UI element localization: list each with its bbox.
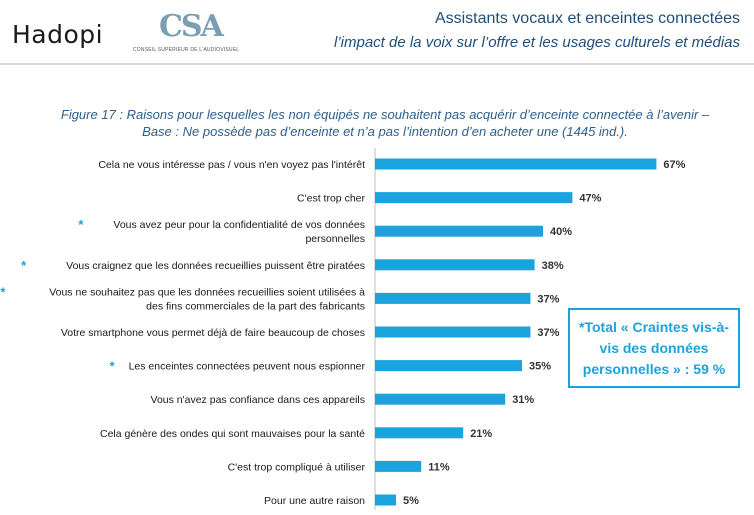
category-label: C'est trop cher bbox=[297, 193, 365, 205]
asterisk-marker: * bbox=[78, 217, 84, 232]
csa-logo-mark: CSA bbox=[159, 9, 224, 44]
data-label: 21% bbox=[470, 428, 492, 440]
category-label: Pour une autre raison bbox=[264, 495, 365, 507]
figure-title-line2: Base : Ne possède pas d’enceinte et n’a … bbox=[142, 124, 628, 139]
callout-line2: vis des données bbox=[599, 340, 709, 356]
category-label: Vous avez peur pour la confidentialité d… bbox=[113, 219, 365, 231]
bar bbox=[375, 225, 543, 237]
bar bbox=[375, 158, 657, 170]
category-label: Votre smartphone vous permet déjà de fai… bbox=[61, 327, 365, 339]
bar bbox=[375, 259, 535, 271]
figure-title-line1: Figure 17 : Raisons pour lesquelles les … bbox=[60, 107, 710, 122]
bar bbox=[375, 460, 422, 472]
csa-logo: CSA CONSEIL SUPÉRIEUR DE L'AUDIOVISUEL bbox=[133, 9, 253, 57]
data-label: 47% bbox=[579, 193, 601, 205]
asterisk-marker: * bbox=[110, 359, 116, 374]
category-label: personnelles bbox=[305, 233, 365, 245]
data-label: 11% bbox=[428, 461, 450, 473]
category-label: des fins commerciales de la part des fab… bbox=[146, 300, 365, 312]
bar bbox=[375, 192, 573, 204]
asterisk-marker: * bbox=[0, 284, 6, 299]
callout-line3: personnelles » : 59 % bbox=[582, 361, 726, 377]
category-label: C'est trop compliqué à utiliser bbox=[228, 461, 366, 473]
callout-line1: *Total « Craintes vis-à- bbox=[579, 319, 729, 335]
category-label: Vous craignez que les données recueillie… bbox=[66, 260, 365, 272]
asterisk-marker: * bbox=[21, 258, 27, 273]
bar bbox=[375, 360, 522, 372]
data-label: 40% bbox=[550, 226, 572, 238]
csa-logo-subtitle: CONSEIL SUPÉRIEUR DE L'AUDIOVISUEL bbox=[133, 47, 240, 53]
data-label: 31% bbox=[512, 394, 534, 406]
category-label: Cela ne vous intéresse pas / vous n'en v… bbox=[98, 159, 365, 171]
bar bbox=[375, 427, 464, 439]
bar bbox=[375, 326, 531, 338]
data-label: 38% bbox=[542, 260, 564, 272]
bar bbox=[375, 494, 396, 506]
bar-chart: 67% Cela ne vous intéresse pas / vous n'e… bbox=[0, 148, 686, 510]
callout-box: *Total « Craintes vis-à- vis des données… bbox=[568, 308, 740, 388]
category-label: Cela génère des ondes qui sont mauvaises… bbox=[100, 428, 365, 440]
category-label: Vous ne souhaitez pas que les données re… bbox=[49, 286, 365, 298]
bar bbox=[375, 292, 531, 304]
figure-title: Figure 17 : Raisons pour lesquelles les … bbox=[20, 106, 750, 140]
header-divider bbox=[0, 63, 754, 65]
data-label: 37% bbox=[537, 327, 559, 339]
bar bbox=[375, 393, 506, 405]
category-label: Les enceintes connectées peuvent nous es… bbox=[129, 361, 366, 373]
category-label: Vous n'avez pas confiance dans ces appar… bbox=[151, 394, 365, 406]
hadopi-logo: Hadopi bbox=[12, 20, 104, 49]
report-title: Assistants vocaux et enceintes connectée… bbox=[434, 10, 740, 27]
report-header: Hadopi CSA CONSEIL SUPÉRIEUR DE L'AUDIOV… bbox=[0, 0, 754, 62]
data-label: 37% bbox=[537, 293, 559, 305]
report-subtitle: l’impact de la voix sur l’offre et les u… bbox=[333, 34, 740, 51]
data-label: 35% bbox=[529, 361, 551, 373]
data-label: 5% bbox=[403, 495, 419, 507]
data-label: 67% bbox=[663, 159, 685, 171]
